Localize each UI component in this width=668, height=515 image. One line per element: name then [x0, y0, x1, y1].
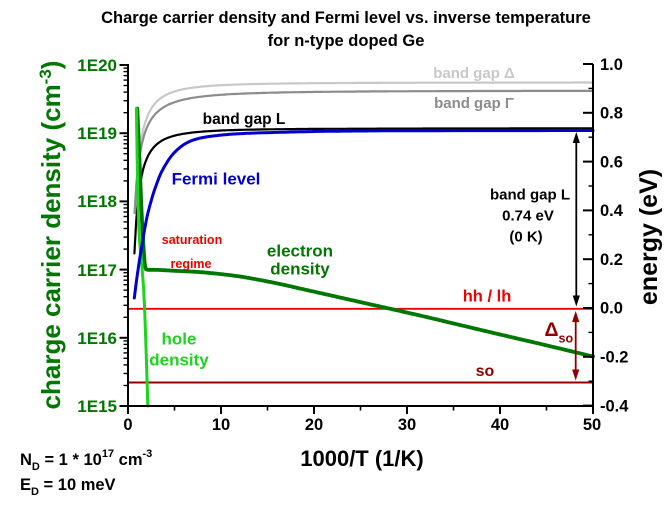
svg-text:saturation: saturation: [162, 233, 222, 247]
svg-text:1E19: 1E19: [77, 124, 117, 143]
svg-text:10: 10: [212, 416, 230, 434]
svg-text:20: 20: [305, 416, 323, 434]
svg-text:electron: electron: [267, 242, 333, 261]
svg-text:Fermi level: Fermi level: [172, 170, 261, 189]
svg-text:0.8: 0.8: [600, 105, 623, 123]
svg-text:-0.2: -0.2: [600, 349, 628, 367]
svg-text:-0.4: -0.4: [600, 398, 629, 416]
svg-text:50: 50: [583, 416, 601, 434]
svg-text:so: so: [476, 363, 495, 380]
svg-text:Charge carrier density and Fer: Charge carrier density and Fermi level v…: [101, 9, 591, 27]
svg-text:ED = 10 meV: ED = 10 meV: [20, 476, 116, 498]
svg-text:regime: regime: [171, 257, 212, 271]
svg-text:0.2: 0.2: [600, 251, 623, 269]
svg-text:ND = 1 * 1017 cm-3: ND = 1 * 1017 cm-3: [20, 448, 152, 473]
svg-text:1E18: 1E18: [77, 192, 117, 211]
svg-text:charge carrier density (cm-3): charge carrier density (cm-3): [36, 61, 66, 410]
svg-text:energy (eV): energy (eV): [635, 169, 663, 305]
svg-text:0.4: 0.4: [600, 202, 624, 220]
svg-text:band gap Δ: band gap Δ: [433, 65, 515, 82]
svg-text:30: 30: [398, 416, 416, 434]
svg-text:(0 K): (0 K): [509, 229, 542, 246]
svg-text:40: 40: [491, 416, 509, 434]
svg-text:band gap L: band gap L: [490, 187, 570, 204]
svg-text:band gap L: band gap L: [203, 111, 286, 128]
svg-text:0.0: 0.0: [600, 300, 623, 318]
svg-text:0.74 eV: 0.74 eV: [502, 208, 554, 225]
svg-text:density: density: [149, 351, 209, 370]
svg-text:1E16: 1E16: [77, 329, 117, 348]
svg-text:1000/T (1/K): 1000/T (1/K): [300, 446, 424, 471]
svg-text:for n-type doped Ge: for n-type doped Ge: [268, 32, 425, 50]
svg-text:hole: hole: [162, 330, 197, 349]
svg-text:density: density: [270, 260, 330, 279]
svg-text:0.6: 0.6: [600, 154, 623, 172]
svg-text:0: 0: [123, 416, 132, 434]
svg-text:1E20: 1E20: [77, 56, 117, 75]
svg-text:1E15: 1E15: [77, 397, 117, 416]
svg-text:1.0: 1.0: [600, 56, 623, 74]
svg-text:1E17: 1E17: [77, 261, 117, 280]
svg-text:hh / lh: hh / lh: [463, 288, 512, 306]
svg-text:band gap Γ: band gap Γ: [434, 95, 514, 112]
